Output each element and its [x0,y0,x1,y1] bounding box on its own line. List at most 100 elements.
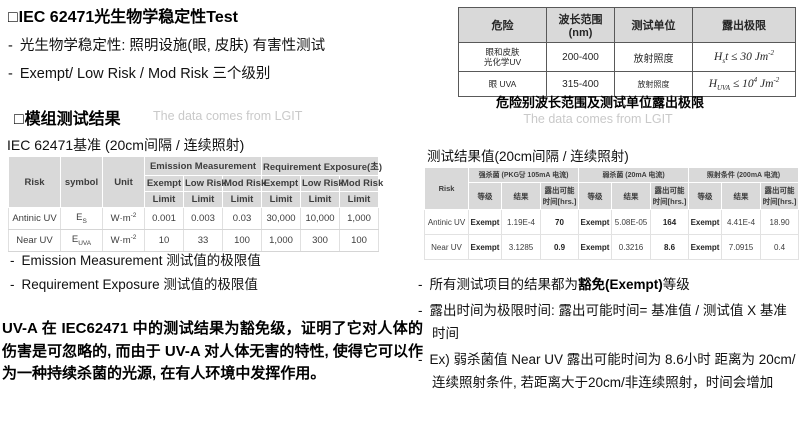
risk-header-cell: Risk [424,167,469,210]
requirement-group-header: Requirement Exposure(초) [260,156,382,176]
results-table: Risk 强杀菌 (PKG당 105mA 电流) 弱杀菌 (20mA 电流) 照… [424,167,800,260]
hazard-table-row: 眼和皮肤 光化学UV 200-400 放射照度 Hst ≤ 30 Jm-2 [458,42,796,72]
watermark: The data comes from LGIT [523,112,673,126]
exposure-time-cell: 0.9 [540,234,579,260]
finding-bullet-3: - Ex) 弱杀菌值 Near UV 露出可能时间为 8.6小时 距离为 20cm… [418,348,798,394]
formula-sup: 4 [753,76,758,84]
risk-cell: Near UV [424,234,469,260]
emission-group-header: Emission Measurement [144,156,262,176]
formula-sup: -2 [773,76,780,84]
intro-bullet-1: - 光生物学稳定性: 照明设施(眼, 皮肤) 有害性测试 [8,34,438,55]
benchmark-header-row: Risk symbol Unit Emission Measurement Re… [8,156,382,208]
limit-label-cell: Limit [144,191,184,208]
unit-sup: -2 [130,234,137,242]
formula-sub: s [722,57,726,66]
hazard-cell: 眼和皮肤 光化学UV [458,42,547,72]
unit-cell: 放射照度 [614,70,693,98]
value-cell: 0.003 [183,207,223,230]
symbol-header-cell: symbol [60,156,103,208]
results-table-title: 测试结果值(20cm间隔 / 连续照射) [427,149,629,164]
dash-bullet-icon: - [10,253,15,268]
symbol-sub: S [82,217,87,225]
conclusion-paragraph: UV-A 在 IEC62471 中的测试结果为豁免级，证明了它对人体的伤害是可忽… [2,320,423,382]
subheader-cell: Exempt [144,175,184,192]
finding-bullet-1: - 所有测试项目的结果都为豁免(Exempt)等级 [418,273,798,296]
unit-header-cell: Unit [102,156,145,208]
note-line: - Requirement Exposure 测试值的极限值 [10,273,430,293]
hazard-table: 危险 波长范围 (nm) 测试单位 露出极限 眼和皮肤 光化学UV 200-40… [458,7,796,98]
grade-cell: Exempt [578,234,612,260]
formula-sup: -2 [768,48,774,57]
result-header-cell: 结果 [501,182,541,210]
dash-bullet-icon: - [418,277,423,292]
benchmark-data-row: Near UV EUVA W·m-2 10 33 100 1,000 300 1… [8,229,380,252]
finding-1-post: 等级 [662,277,690,292]
formula-part: H [714,50,723,63]
benchmark-subheader-row: Exempt Low Risk Mod Risk Exempt Low Risk… [9,175,383,192]
unit-base: W·m [110,213,131,225]
hazard-table-row: 眼 UVA 315-400 放射照度 HUVA ≤ 104 Jm-2 [458,70,796,98]
symbol-base: E [76,212,83,224]
exposure-time-header-cell: 露出可能时间[hrs.] [540,182,579,210]
unit-sup: -2 [130,212,137,220]
hazard-header-cell: 危险 [458,7,547,43]
intro-bullet-2: - Exempt/ Low Risk / Mod Risk 三个级别 [8,62,438,83]
note-line: - Emission Measurement 测试值的极限值 [10,249,430,269]
dash-bullet-icon: - [418,303,423,318]
weak-germicidal-group-header: 弱杀菌 (20mA 电流) [577,167,690,183]
watermark: The data comes from LGIT [153,109,303,123]
value-cell: 10,000 [300,207,340,230]
findings-section: - 所有测试项目的结果都为豁免(Exempt)等级 - 露出时间为极限时间: 露出可… [418,273,798,397]
formula-part: Jm [757,77,774,90]
results-subheader-row: 等级 结果 露出可能时间[hrs.] 等级 结果 露出可能时间[hrs.] 等级… [425,182,800,210]
square-bullet-icon: □ [14,111,24,128]
formula-part: H [708,77,717,90]
subheader-cell: Mod Risk [338,175,383,192]
hazard-cell-line1: 眼和皮肤 [485,47,520,57]
result-header-cell: 结果 [611,182,651,210]
hazard-cell-line1: 眼 UVA [488,79,517,90]
exposure-time-header-cell: 露出可能时间[hrs.] [760,182,800,210]
module-results-title-text: 模组测试结果 [24,111,121,128]
dash-bullet-icon: - [418,352,423,367]
benchmark-notes: - Emission Measurement 测试值的极限值 - Requireme… [10,245,430,293]
finding-1-pre: 所有测试项目的结果都为 [429,277,579,292]
grade-header-cell: 等级 [468,182,502,210]
finding-3-text: Ex) 弱杀菌值 Near UV 露出可能时间为 8.6小时 距离为 20cm/… [429,352,796,390]
wavelength-header-cell: 波长范围 (nm) [546,7,615,43]
wavelength-cell: 315-400 [546,70,615,98]
value-cell: 30,000 [261,207,301,230]
unit-cell: 放射照度 [614,42,693,72]
risk-header-cell: Risk [8,156,61,208]
result-cell: 4.41E-4 [721,209,762,235]
exposure-time-cell: 0.4 [760,234,800,260]
square-bullet-icon: □ [8,9,18,26]
limit-header-cell: 露出极限 [692,7,796,43]
value-cell: 33 [183,229,223,252]
subheader-cell: Mod Risk [222,175,266,192]
value-cell: 1,000 [338,207,380,230]
wavelength-cell: 200-400 [546,42,615,72]
value-cell: 1,000 [261,229,301,252]
result-cell: 5.08E-05 [611,209,651,235]
dash-bullet-icon: - [8,66,13,82]
hazard-table-caption: 危险别波长范围及测试单位露出极限 [495,95,704,110]
wavelength-header-line1: 波长范围 [558,14,603,26]
value-cell: 100 [222,229,262,252]
risk-cell: Antinic UV [8,207,61,230]
value-cell: 100 [338,229,380,252]
unit-base: W·m [110,235,131,247]
exposure-limit-formula: HUVA ≤ 104 Jm-2 [692,70,796,98]
finding-2-text: 露出时间为极限时间: 露出可能时间= 基准值 / 测试值 X 基准时间 [429,303,787,341]
exposure-limit-formula: Hst ≤ 30 Jm-2 [692,42,796,72]
hazard-table-header-row: 危险 波长范围 (nm) 测试单位 露出极限 [458,7,796,43]
grade-cell: Exempt [468,209,502,235]
unit-cell: W·m-2 [102,207,145,230]
benchmark-limit-row: Limit Limit Limit Limit Limit Limit [9,191,380,208]
slide-title: □IEC 62471光生物学稳定性Test [8,3,438,27]
limit-label-cell: Limit [300,191,340,208]
grade-cell: Exempt [468,234,502,260]
formula-part: t ≤ 30 Jm [725,50,769,63]
exposure-time-cell: 164 [649,209,690,235]
grade-header-cell: 等级 [578,182,612,210]
